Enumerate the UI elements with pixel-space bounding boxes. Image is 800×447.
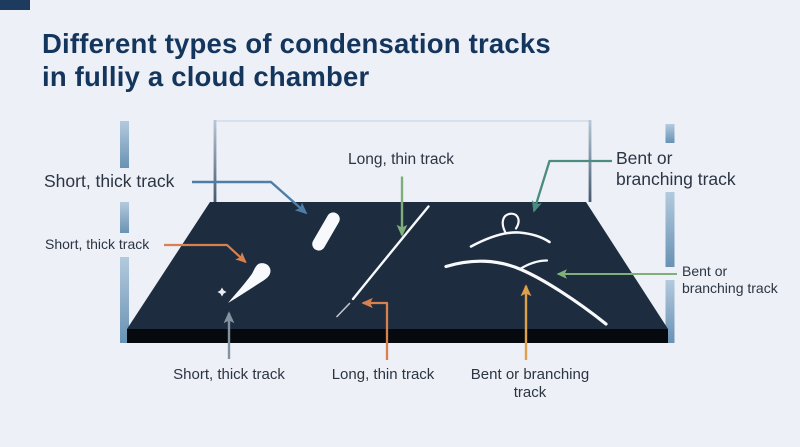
pillar-segment [120,202,129,233]
label-line: branching track [616,169,736,189]
label-bent-branching-right: Bent or branching track [682,263,778,296]
label-long-thin-top: Long, thin track [348,151,454,168]
pillar-segment [120,121,129,168]
track-long-thin [351,205,430,301]
label-line: track [513,383,547,401]
chamber-front-left-pillar [120,121,129,343]
label-line: branching track [682,279,778,296]
page-title-line1: Different types of condensation tracks [42,28,551,59]
track-long-thin-tail [336,302,351,318]
label-short-thick-small: Short, thick track [45,236,150,252]
chamber-front-right-pillar [665,124,675,343]
track-short-thick-teardrop [228,263,271,303]
label-line: Bent or [616,148,673,168]
leader-arrows [164,159,677,360]
track-short-thick-capsule [312,212,340,251]
label-long-thin-bottom: Long, thin track [331,366,435,383]
chamber-front-face [127,329,668,343]
pillar-segment [120,257,129,343]
label-line: Bent or [682,263,728,279]
track-branching-large-branch [518,259,549,271]
arrow-bent-top [531,159,612,213]
chamber-back-left-pillar [213,120,217,202]
label-line: Bent or branching [470,366,590,383]
track-sparkle [217,287,227,297]
pillar-segment [665,280,675,343]
arrow-long-thin-bottom [361,297,389,360]
pillar-segment [665,124,675,143]
label-bent-branching-bottom: Bent or branching track [471,366,589,401]
arrow-short-thick-large [192,180,308,215]
track-branching-small-hook [501,212,520,235]
tracks [217,205,608,326]
arrow-short-thick-small [164,243,247,264]
corner-accent-bar [0,0,30,10]
label-bent-branching-top: Bent or branching track [616,148,736,190]
page-title: Different types of condensation tracks i… [42,27,602,93]
pillar-segment [665,192,675,267]
page-title-line2: in fulliy a cloud chamber [42,61,370,92]
label-short-thick-bottom: Short, thick track [173,366,285,383]
track-branching-small [469,231,551,248]
label-short-thick-large: Short, thick track [44,171,175,191]
